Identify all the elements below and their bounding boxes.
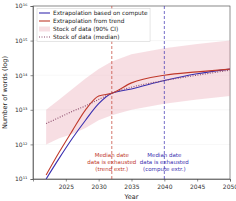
- tick-mark: [31, 110, 34, 111]
- tick-mark: [197, 179, 198, 182]
- legend-label: Stock of data (median): [53, 34, 119, 40]
- tick: 10¹⁶: [15, 2, 33, 9]
- tick: 10¹¹: [15, 175, 33, 182]
- tick-label: 10¹²: [15, 141, 28, 148]
- axis-line: [34, 180, 231, 182]
- tick-label: 2025: [59, 183, 74, 190]
- tick-label: 10¹⁴: [15, 72, 28, 79]
- y-axis-title: Number of words (log): [1, 56, 9, 129]
- tick-label: 2050: [223, 183, 236, 190]
- annotation-text: Median date: [95, 152, 130, 158]
- legend-box: [37, 9, 150, 42]
- tick-label: 2040: [157, 183, 172, 190]
- legend-swatch: [39, 20, 50, 21]
- chart: 2025 2030 2035 2040 2045 2050 10¹¹ 10¹² 10¹³ 10¹⁴…: [0, 0, 236, 201]
- tick-label: 10¹⁵: [15, 37, 28, 44]
- tick-mark: [132, 179, 133, 182]
- annotation: Median datedata is exhausted(compute ext…: [140, 152, 189, 173]
- grid: [33, 6, 230, 179]
- tick: 2050: [223, 179, 236, 190]
- x-axis: 2025 2030 2035 2040 2045 2050: [34, 179, 236, 190]
- tick-mark: [31, 144, 34, 145]
- legend-swatch: [39, 12, 50, 13]
- tick-label: 10¹³: [15, 106, 28, 113]
- tick: 10¹²: [15, 141, 33, 148]
- tick-mark: [66, 179, 67, 182]
- annotation-text: data is exhausted: [87, 159, 136, 165]
- tick: 2030: [92, 179, 107, 190]
- legend-label: Stock of data (90% CI): [53, 26, 118, 32]
- series-line: [46, 69, 230, 175]
- tick-mark: [31, 6, 34, 7]
- tick: 10¹³: [15, 106, 33, 113]
- tick: 2045: [190, 179, 205, 190]
- tick-label: 2035: [124, 183, 139, 190]
- tick-label: 10¹¹: [15, 175, 28, 182]
- annotation: Median datedata is exhausted(trend extr.…: [87, 152, 136, 172]
- tick-label: 2030: [92, 183, 107, 190]
- y-axis: 10¹¹ 10¹² 10¹³ 10¹⁴ 10¹⁵ 10¹⁶: [15, 2, 33, 182]
- x-axis-title: Year: [124, 193, 139, 201]
- tick: 10¹⁵: [15, 37, 33, 44]
- tick: 2025: [59, 179, 74, 190]
- legend-label: Extrapolation based on compute: [53, 10, 148, 17]
- tick: 2040: [157, 179, 172, 190]
- legend: Extrapolation based on computeExtrapolat…: [37, 9, 150, 42]
- tick: 10¹⁴: [15, 72, 33, 79]
- tick-mark: [31, 179, 34, 180]
- annotation-text: Median date: [147, 152, 182, 158]
- tick-mark: [99, 179, 100, 182]
- series-line: [46, 69, 230, 179]
- plot: 2025 2030 2035 2040 2045 2050 10¹¹ 10¹² 10¹³ 10¹⁴…: [15, 2, 236, 189]
- annotation-text: (compute extr.): [143, 166, 186, 173]
- tick-mark: [31, 41, 34, 42]
- tick-mark: [230, 179, 231, 182]
- plot-frame: [33, 6, 230, 179]
- tick: 2035: [124, 179, 139, 190]
- legend-swatch: [39, 27, 50, 32]
- tick-label: 2045: [190, 183, 205, 190]
- legend-label: Extrapolation from trend: [53, 18, 125, 25]
- tick-label: 10¹⁶: [15, 2, 28, 9]
- legend-swatch: [39, 36, 50, 37]
- series-line: [46, 70, 230, 123]
- tick-mark: [31, 75, 34, 76]
- grid-line: [33, 144, 230, 145]
- annotation-text: data is exhausted: [140, 159, 189, 165]
- tick-mark: [164, 179, 165, 182]
- annotation-text: (trend extr.): [95, 166, 128, 172]
